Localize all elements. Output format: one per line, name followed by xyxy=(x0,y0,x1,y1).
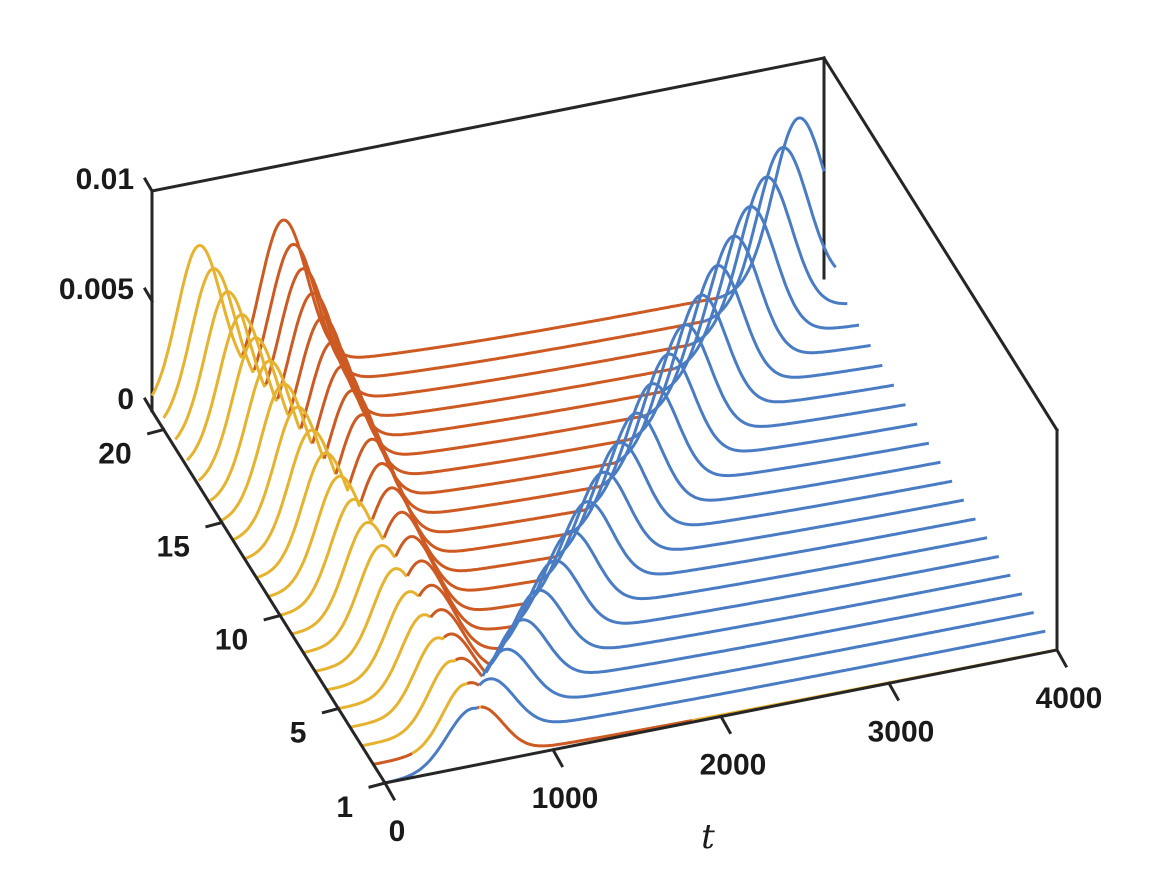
z-tick-0 xyxy=(142,396,155,414)
series-trace-row-12-part-2 xyxy=(585,382,930,511)
series-trace-row-4-part-0 xyxy=(349,636,446,729)
x-tick-label-0: 0 xyxy=(389,815,406,848)
series-trace-row-20-part-0 xyxy=(162,267,256,419)
series-trace-row-15-part-2 xyxy=(629,293,895,441)
y-axis-line xyxy=(149,408,388,786)
series-trace-row-16-part-0 xyxy=(209,359,302,502)
series-trace-row-13-part-0 xyxy=(244,428,338,560)
x-tick-1 xyxy=(550,747,565,768)
y-tick-1 xyxy=(321,706,341,715)
x-tick-0 xyxy=(382,780,397,802)
series-trace-row-6-part-1 xyxy=(417,583,501,650)
series-trace-row-16-part-1 xyxy=(299,340,646,456)
series-trace-row-14-part-0 xyxy=(232,405,326,541)
series-trace-row-16-part-2 xyxy=(644,264,883,417)
series-trace-row-8-part-2 xyxy=(525,500,976,605)
series-trace-row-20-part-1 xyxy=(252,242,705,379)
series-trace-row-1-part-3 xyxy=(480,705,693,748)
series-trace-row-9-part-0 xyxy=(291,520,386,636)
series-trace-row-2-part-0 xyxy=(373,752,413,766)
z-tick-2 xyxy=(142,176,155,194)
series-trace-row-18-part-2 xyxy=(673,205,860,371)
series-trace-row-12-part-0 xyxy=(256,451,351,579)
x-tick-3 xyxy=(886,681,901,702)
series-trace-row-3-part-2 xyxy=(481,611,1034,699)
series-trace-row-5-part-2 xyxy=(490,573,1011,665)
series-trace-row-10-part-1 xyxy=(371,486,557,573)
series-trace-row-6-part-2 xyxy=(498,555,1000,649)
series-trace-row-13-part-2 xyxy=(600,352,918,487)
series-trace-row-15-part-0 xyxy=(221,382,314,522)
series-trace-row-11-part-1 xyxy=(359,462,572,553)
series-trace-row-1-part-1 xyxy=(476,705,480,710)
x-tick-label-1: 1000 xyxy=(532,782,599,815)
series-trace-row-8-part-1 xyxy=(394,535,528,612)
z-tick-label-1: 0.005 xyxy=(59,273,134,306)
series-trace-row-2-part-1 xyxy=(411,681,468,755)
series-trace-row-3-part-1 xyxy=(455,656,484,678)
series-trace-row-7-part-2 xyxy=(510,529,988,628)
y-tick-label-1: 5 xyxy=(290,717,307,750)
box-edge-back-top xyxy=(150,56,826,193)
series-trace-row-20-part-2 xyxy=(704,145,837,323)
y-tick-4 xyxy=(146,427,166,436)
series-trace-row-14-part-2 xyxy=(614,323,906,465)
y-tick-label-0: 1 xyxy=(336,791,353,824)
series-trace-row-21-part-1 xyxy=(241,218,721,359)
axes-box-back xyxy=(150,55,1060,652)
series-trace-row-19-part-2 xyxy=(688,175,848,347)
x-tick-4 xyxy=(1054,647,1069,669)
series-trace-row-19-part-0 xyxy=(174,290,268,441)
series-trace-row-5-part-0 xyxy=(338,613,432,711)
series-trace-row-21-part-0 xyxy=(150,244,244,397)
series-trace-row-17-part-2 xyxy=(659,234,871,394)
y-tick-0 xyxy=(368,781,387,789)
series-trace-row-1-part-0 xyxy=(384,706,478,785)
z-tick-label-2: 0.01 xyxy=(76,163,134,196)
y-tick-3 xyxy=(205,520,224,529)
series-trace-row-8-part-0 xyxy=(303,544,396,655)
z-tick-label-0: 0 xyxy=(117,383,134,416)
series-trace-row-7-part-1 xyxy=(406,559,512,631)
series-trace-row-7-part-0 xyxy=(314,567,408,673)
series-trace-row-12-part-1 xyxy=(347,437,587,534)
x-tick-label-2: 2000 xyxy=(700,749,767,782)
series-trace-row-4-part-2 xyxy=(484,592,1023,674)
y-tick-2 xyxy=(263,613,282,622)
x-tick-label-4: 4000 xyxy=(1036,682,1103,715)
y-tick-label-3: 15 xyxy=(157,531,190,564)
series-trace-row-17-part-1 xyxy=(287,315,662,437)
series-trace-row-11-part-2 xyxy=(570,411,941,535)
series-trace-row-11-part-0 xyxy=(268,474,363,598)
series-trace-row-10-part-2 xyxy=(554,441,953,558)
series-trace-row-13-part-1 xyxy=(334,413,603,514)
x-tick-label-3: 3000 xyxy=(868,715,935,748)
series-trace-row-19-part-1 xyxy=(264,267,690,398)
series-trace-row-3-part-0 xyxy=(361,658,457,748)
series-trace-row-17-part-0 xyxy=(197,336,290,482)
series-trace-row-9-part-2 xyxy=(541,470,965,581)
y-tick-label-4: 20 xyxy=(98,438,131,471)
series-trace-row-2-part-3 xyxy=(478,629,1046,724)
series-trace-row-9-part-1 xyxy=(382,510,543,592)
z-tick-1 xyxy=(142,286,155,304)
series-trace-row-4-part-1 xyxy=(443,632,487,674)
x-tick-2 xyxy=(718,714,733,735)
series-trace-row-5-part-1 xyxy=(429,608,492,666)
series-trace-row-10-part-0 xyxy=(279,497,374,617)
series-traces xyxy=(150,116,1058,785)
box-edge-right-top xyxy=(821,55,1060,433)
series-trace-row-6-part-0 xyxy=(326,590,420,692)
series-trace-row-2-part-2 xyxy=(466,681,480,687)
y-tick-label-2: 10 xyxy=(215,624,248,657)
series-trace-row-21-part-2 xyxy=(719,116,826,299)
x-axis-title: t xyxy=(701,817,715,857)
series-trace-row-18-part-0 xyxy=(185,313,279,462)
